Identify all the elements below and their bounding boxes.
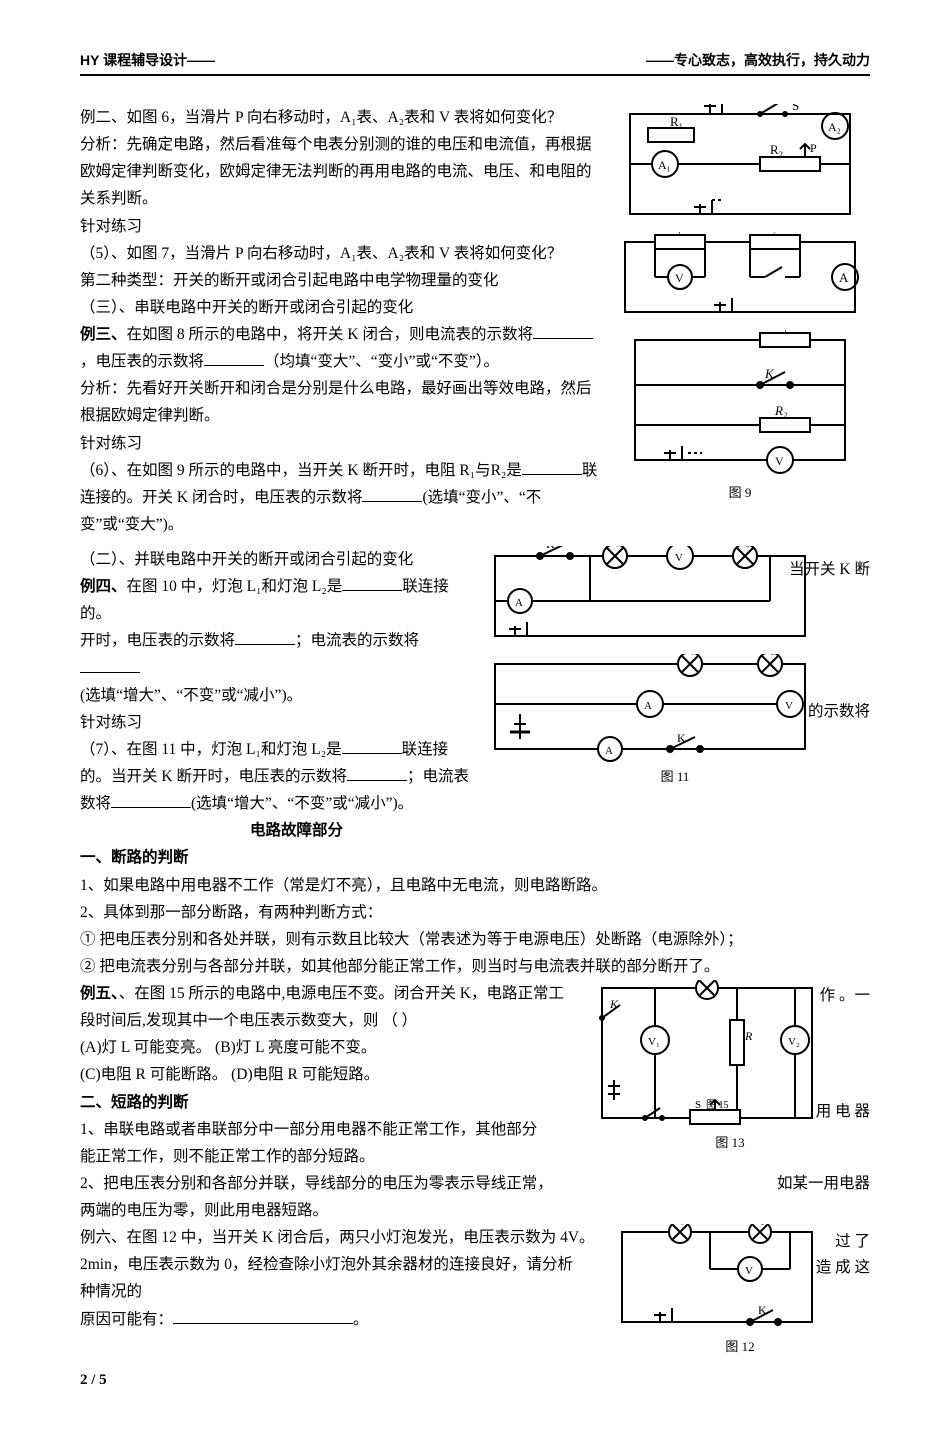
ex5-label: 例五、 [80, 985, 119, 1002]
figure-10: K L₁ V L₂ A 当开关 K 断 [480, 546, 870, 646]
blank [80, 656, 140, 673]
svg-text:L₁: L₁ [683, 654, 695, 655]
figure-12: L₁ L₂ V K 过 了 造 成 这 图 12 [610, 1224, 870, 1359]
svg-text:V: V [775, 454, 784, 468]
figure-11: A L₁ L₂ V A K 的示数将 图 11 [480, 654, 870, 789]
svg-text:K: K [758, 1303, 767, 1317]
ex5-text-1: 、在图 15 所示的电路中,电源电压不变。闭合开关 K，电路正常工 [119, 985, 564, 1002]
blank [235, 629, 295, 646]
blank [342, 737, 402, 754]
svg-text:A: A [839, 270, 849, 285]
diagram-stack-top: R₁ S A₂ A₁ R₂ P [610, 104, 870, 513]
q6-text-1: （6）、在如图 9 所示的电路中，当开关 K 断开时，电阻 R₁与R₂是 [80, 462, 522, 479]
svg-text:P: P [810, 141, 817, 155]
svg-text:L₁: L₁ [673, 1224, 685, 1225]
svg-text:S: S [792, 104, 799, 113]
figure-13-caption: 图 13 [590, 1132, 870, 1155]
svg-text:K: K [609, 997, 619, 1011]
figure-9: R₁ K R₂ V 图 9 [610, 330, 870, 505]
svg-text:A: A [605, 745, 613, 757]
svg-text:K: K [764, 366, 775, 381]
diagram-stack-bot1: L K V₁ R V₂ S 图 15 作 。一 用 电 器 图 13 [590, 980, 870, 1163]
svg-text:V: V [675, 552, 683, 564]
blank [522, 458, 582, 475]
ex4-text-1: 在图 10 中，灯泡 L₁和灯泡 L₂是 [127, 578, 343, 595]
svg-text:图 15: 图 15 [706, 1099, 729, 1111]
svg-text:S: S [695, 1099, 701, 1111]
blank [173, 1307, 353, 1324]
svg-text:L₁: L₁ [608, 546, 620, 547]
ex5-tail1: 作 。一 [820, 982, 870, 1009]
s1-line2a: ① 把电压表分别和各处并联，则有示数且比较大（常表述为等于电源电压）处断路（电源… [80, 926, 870, 953]
figure-8: R₁ R₂ A V [610, 232, 870, 322]
blank [111, 792, 191, 809]
ex6-text-e: 。 [353, 1311, 369, 1328]
example-3-text-2: ，电压表的示数将 [80, 353, 204, 370]
figure-9-caption: 图 9 [610, 482, 870, 505]
section-1-title: 一、断路的判断 [80, 844, 870, 871]
s1-line2: 2、具体到那一部分断路，有两种判断方式： [80, 899, 870, 926]
svg-text:R₁: R₁ [667, 232, 681, 236]
blank [204, 350, 264, 367]
svg-text:R₁: R₁ [774, 330, 787, 333]
svg-text:V₂: V₂ [788, 1036, 800, 1048]
figure-13: L K V₁ R V₂ S 图 15 作 。一 用 电 器 图 13 [590, 980, 870, 1155]
body: R₁ S A₂ A₁ R₂ P [80, 104, 870, 1393]
s2-line2b: 两端的电压为零，则此用电器短路。 [80, 1197, 870, 1224]
ex4-text-3: 开时，电压表的示数将 [80, 632, 235, 649]
svg-text:L₂: L₂ [753, 1224, 765, 1225]
page-number: 2 / 5 [80, 1367, 870, 1393]
q7-text-4: (选填“增大”、“不变”或“减小”)。 [191, 795, 413, 812]
header-right: ——专心致志，高效执行，持久动力 [646, 50, 870, 70]
ex4-tail: 当开关 K 断 [789, 556, 870, 583]
svg-text:A: A [644, 700, 652, 712]
circuit-fault-title: 电路故障部分 [80, 817, 870, 844]
ex6-tail1: 过 了 [835, 1228, 870, 1255]
figure-12-caption: 图 12 [610, 1336, 870, 1359]
diagram-stack-bot2: L₁ L₂ V K 过 了 造 成 这 图 12 [610, 1224, 870, 1367]
s2-line2a: 2、把电压表分别和各部分并联，导线部分的电压为零表示导线正常， 如某一用电器 [80, 1170, 870, 1197]
blank [347, 765, 407, 782]
svg-text:K: K [546, 546, 555, 551]
svg-text:L: L [701, 980, 709, 982]
example-3-text-3: （均填“变大”、“变小”或“不变”）。 [264, 353, 499, 370]
figure-11-caption: 图 11 [480, 766, 870, 789]
q7-tail: 的示数将 [808, 698, 870, 725]
ex6-text-d: 原因可能有： [80, 1311, 173, 1328]
svg-text:V: V [785, 700, 793, 712]
svg-text:R₂: R₂ [762, 232, 777, 236]
s1-line2b: ② 把电流表分别与各部分并联，如其他部分能正常工作，则当时与电流表并联的部分断开… [80, 953, 870, 980]
example-4-label: 例四、 [80, 578, 127, 595]
svg-text:A₁: A₁ [658, 158, 671, 172]
s1-line1: 1、如果电路中用电器不工作（常是灯不亮），且电路中无电流，则电路断路。 [80, 872, 870, 899]
s2-1-tail: 用 电 器 [816, 1098, 870, 1125]
svg-text:R: R [744, 1029, 753, 1043]
header-left: HY 课程辅导设计—— [80, 50, 215, 70]
q7-text-1: （7）、在图 11 中，灯泡 L₁和灯泡 L₂是 [80, 741, 342, 758]
blank [362, 485, 422, 502]
diagram-stack-mid: K L₁ V L₂ A 当开关 K 断 [480, 546, 870, 797]
example-3-label: 例三、 [80, 326, 127, 343]
page-header: HY 课程辅导设计—— ——专心致志，高效执行，持久动力 [80, 50, 870, 76]
svg-text:V₁: V₁ [648, 1036, 660, 1048]
svg-text:R₂: R₂ [770, 142, 783, 157]
ex6-tail2: 造 成 这 [816, 1254, 870, 1281]
svg-text:A: A [515, 597, 523, 609]
svg-text:V: V [675, 271, 684, 285]
svg-text:A₂: A₂ [828, 120, 841, 134]
s2-2-tail: 如某一用电器 [777, 1170, 870, 1197]
svg-text:V: V [745, 1265, 753, 1277]
q7-text-3: ；电流表 [407, 768, 469, 785]
example-3-text-1: 在如图 8 所示的电路中，将开关 K 闭合，则电流表的示数将 [127, 326, 533, 343]
svg-text:L₂: L₂ [738, 546, 750, 547]
blank [342, 575, 402, 592]
blank [533, 323, 593, 340]
figure-7: R₁ S A₂ A₁ R₂ P [610, 104, 870, 224]
svg-text:K: K [677, 731, 686, 745]
svg-text:L₂: L₂ [763, 654, 775, 655]
ex4-text-4: ；电流表的示数将 [295, 632, 419, 649]
svg-text:R₂: R₂ [774, 403, 788, 418]
svg-text:R₁: R₁ [670, 114, 683, 129]
s2-2a-text: 2、把电压表分别和各部分并联，导线部分的电压为零表示导线正常， [80, 1170, 553, 1197]
